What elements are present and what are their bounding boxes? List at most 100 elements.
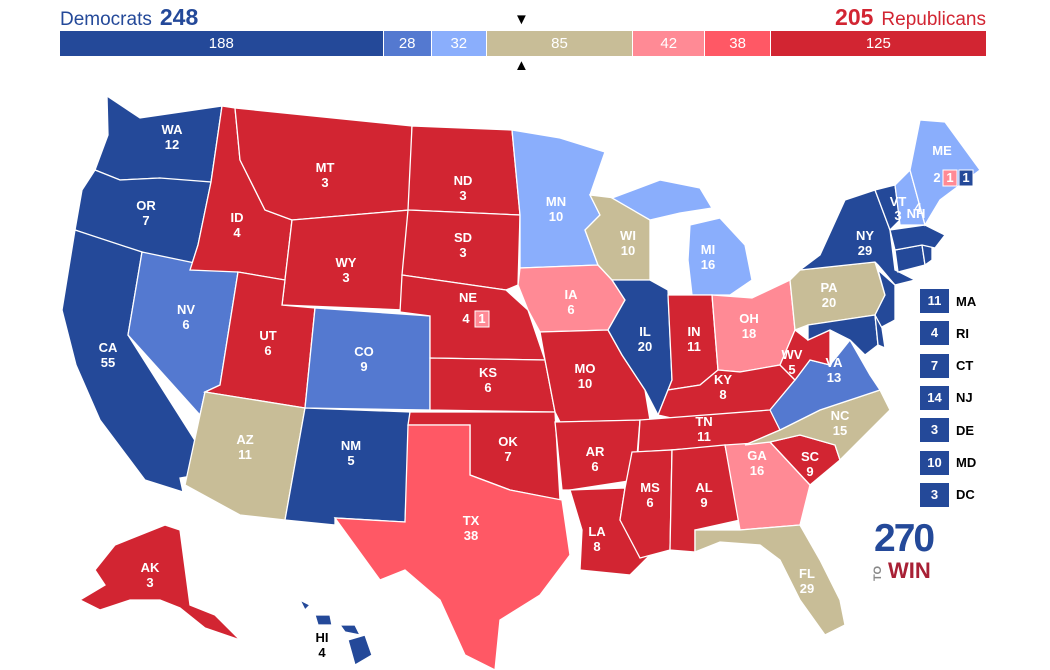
state-label-MN: MN: [546, 194, 566, 209]
state-IL[interactable]: [607, 279, 673, 417]
small-state-abbr: NJ: [956, 390, 973, 406]
bar-segment: 32: [431, 31, 487, 56]
state-ev-MT: 3: [321, 175, 328, 190]
small-state-DC[interactable]: 3 DC: [920, 482, 975, 507]
me-cd2-box[interactable]: [942, 169, 958, 187]
state-ev-PA: 20: [822, 295, 836, 310]
small-state-NJ[interactable]: 14 NJ: [920, 385, 973, 410]
state-ev-SD: 3: [459, 245, 466, 260]
state-ev-NH: 4: [914, 200, 922, 215]
state-ev-NV: 6: [182, 317, 189, 332]
small-state-ev: 10: [920, 450, 949, 475]
state-label-UT: UT: [259, 328, 276, 343]
me-cd1-value: 1: [962, 170, 969, 185]
state-ev-WA: 12: [165, 137, 179, 152]
small-state-abbr: DC: [956, 487, 975, 503]
state-ev-HI: 4: [318, 645, 326, 660]
state-label-WY: WY: [336, 255, 357, 270]
state-FL[interactable]: [694, 524, 846, 636]
state-label-ND: ND: [454, 173, 473, 188]
logo-number: 270: [874, 517, 935, 560]
state-ev-OR: 7: [142, 213, 149, 228]
me-cd1-box[interactable]: [958, 169, 974, 187]
state-ev-AR: 6: [591, 459, 598, 474]
state-WA[interactable]: [94, 94, 223, 185]
ne-cd2-box[interactable]: [474, 310, 490, 328]
state-label-CO: CO: [354, 344, 374, 359]
state-ev-VT: 3: [894, 208, 901, 223]
state-MA[interactable]: [889, 224, 946, 251]
state-label-IN: IN: [688, 324, 701, 339]
state-label-AK: AK: [141, 560, 160, 575]
state-AK[interactable]: [78, 524, 241, 641]
small-state-MD[interactable]: 10 MD: [920, 450, 976, 475]
small-state-abbr: RI: [956, 325, 969, 341]
state-label-MT: MT: [316, 160, 335, 175]
small-state-ev: 4: [920, 321, 949, 346]
state-label-VT: VT: [890, 194, 907, 209]
small-state-ev: 11: [920, 289, 949, 313]
small-state-RI[interactable]: 4 RI: [920, 321, 969, 346]
majority-marker-bottom: ▲: [514, 57, 529, 74]
state-label-MO: MO: [575, 361, 596, 376]
state-SD[interactable]: [401, 209, 521, 291]
small-state-abbr: DE: [956, 422, 975, 438]
state-ev-WY: 3: [342, 270, 349, 285]
state-label-ID: ID: [231, 210, 244, 225]
state-NY[interactable]: [797, 189, 917, 286]
republicans-total: 205: [835, 4, 874, 30]
state-label-SD: SD: [454, 230, 472, 245]
state-ev-CA: 55: [101, 355, 115, 370]
state-MI[interactable]: [687, 217, 753, 296]
state-ev-NY: 29: [858, 243, 872, 258]
state-TX[interactable]: [333, 424, 571, 670]
democrats-label: Democrats: [60, 9, 152, 30]
state-label-NE: NE: [459, 290, 477, 305]
bar-segment: 125: [770, 31, 986, 56]
state-ev-FL: 29: [800, 581, 814, 596]
state-ev-IA: 6: [567, 302, 574, 317]
state-label-WV: WV: [782, 347, 803, 362]
state-label-KS: KS: [479, 365, 497, 380]
state-ev-NE: 4: [462, 311, 470, 326]
state-label-SC: SC: [801, 449, 820, 464]
state-ev-WV: 5: [788, 362, 795, 377]
republicans-header: 205 Republicans: [835, 4, 986, 31]
state-label-LA: LA: [588, 524, 606, 539]
state-ev-OK: 7: [504, 449, 511, 464]
state-label-VA: VA: [825, 355, 843, 370]
logo-win: WIN: [888, 558, 931, 583]
state-label-NM: NM: [341, 438, 361, 453]
state-MI-UP[interactable]: [610, 179, 714, 221]
small-state-MA[interactable]: 11 MA: [920, 289, 976, 313]
small-state-ev: 3: [920, 418, 949, 443]
state-label-OK: OK: [498, 434, 518, 449]
state-HI[interactable]: [298, 598, 373, 666]
state-label-IA: IA: [565, 287, 579, 302]
state-label-PA: PA: [820, 280, 838, 295]
state-DE[interactable]: [874, 314, 886, 350]
state-label-MI: MI: [701, 242, 715, 257]
republicans-label: Republicans: [881, 9, 986, 30]
state-WV[interactable]: [779, 328, 831, 381]
democrats-header: Democrats 248: [60, 4, 198, 31]
small-state-CT[interactable]: 7 CT: [920, 353, 973, 378]
state-ev-NC: 15: [833, 423, 847, 438]
state-AR[interactable]: [554, 419, 641, 491]
270towin-logo: 270 TO WIN: [872, 519, 946, 583]
state-ev-KY: 8: [719, 387, 726, 402]
state-ev-TN: 11: [697, 429, 711, 444]
logo-to: TO: [872, 565, 884, 581]
state-label-WI: WI: [620, 228, 636, 243]
state-ev-VA: 13: [827, 370, 841, 385]
state-label-CA: CA: [99, 340, 118, 355]
state-ev-LA: 8: [593, 539, 600, 554]
small-state-DE[interactable]: 3 DE: [920, 418, 975, 443]
state-ev-AL: 9: [700, 495, 707, 510]
state-label-NV: NV: [177, 302, 195, 317]
small-state-ev: 3: [920, 482, 949, 507]
state-label-AL: AL: [695, 480, 712, 495]
state-ev-ID: 4: [233, 225, 241, 240]
state-label-KY: KY: [714, 372, 732, 387]
